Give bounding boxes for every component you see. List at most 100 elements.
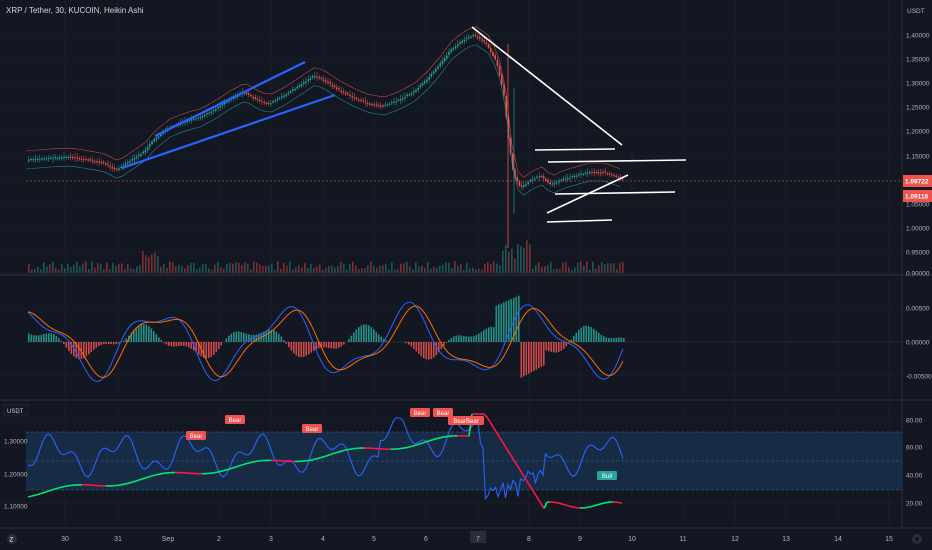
candle-body bbox=[89, 159, 92, 161]
candle-body bbox=[340, 90, 342, 92]
trendline-blue-upper[interactable] bbox=[154, 61, 306, 137]
macd-bar bbox=[333, 342, 335, 349]
macd-bar bbox=[45, 333, 48, 342]
rsi-ma-segment bbox=[141, 477, 146, 480]
rsi-left-tick: 1.30000 bbox=[4, 439, 28, 446]
symbol-title[interactable]: XRP / Tether, 30, KUCOIN, Heikin Ashi bbox=[6, 6, 144, 15]
candle-body bbox=[329, 82, 331, 84]
trendline-blue-lower[interactable] bbox=[121, 93, 336, 170]
candle-body bbox=[267, 103, 270, 105]
candle-body bbox=[355, 98, 358, 100]
volume-bar bbox=[358, 269, 360, 273]
price-tick: 1.05000 bbox=[906, 202, 930, 209]
macd-bar bbox=[108, 342, 110, 345]
timezone-icon[interactable]: Z bbox=[7, 534, 17, 544]
volume-bar bbox=[403, 263, 405, 273]
volume-bar bbox=[319, 264, 321, 273]
macd-bar bbox=[315, 342, 318, 350]
macd-bar bbox=[585, 325, 588, 342]
drawing-white-support[interactable] bbox=[546, 219, 613, 223]
time-label: 9 bbox=[578, 536, 582, 543]
macd-bar bbox=[75, 342, 78, 359]
settings-icon[interactable] bbox=[912, 534, 922, 544]
rsi-ma-segment bbox=[333, 451, 338, 455]
volume-bar bbox=[196, 269, 198, 273]
candle-body bbox=[149, 144, 151, 147]
candle-body bbox=[289, 91, 292, 93]
volume-bar bbox=[298, 265, 300, 273]
macd-bar bbox=[48, 333, 50, 342]
macd-axis[interactable]: 0.00500 0.00000 -0.00500 bbox=[906, 306, 932, 381]
candle-body bbox=[144, 150, 147, 153]
candle-body bbox=[278, 97, 281, 100]
candle-body bbox=[347, 93, 349, 95]
candle-body bbox=[47, 158, 50, 160]
volume-bar bbox=[103, 269, 105, 273]
heikin-ashi-candles[interactable] bbox=[28, 31, 624, 248]
volume-bar bbox=[469, 268, 471, 273]
candle-body bbox=[283, 95, 285, 97]
macd-bar bbox=[103, 342, 105, 345]
macd-bar bbox=[138, 325, 140, 342]
volume-bar bbox=[268, 265, 270, 273]
macd-bar bbox=[468, 336, 470, 342]
candle-body bbox=[56, 158, 59, 160]
drawing-white-resistance[interactable] bbox=[534, 148, 616, 151]
macd-bar bbox=[433, 342, 435, 358]
rsi-ma-segment bbox=[312, 458, 317, 461]
price-tags: 1.09722 1.09118 bbox=[903, 175, 932, 202]
time-axis[interactable]: 30 31 Sep 2 3 4 5 6 7 8 9 10 11 12 13 14 15 bbox=[61, 531, 893, 543]
candle-body bbox=[492, 52, 494, 57]
macd-bar bbox=[343, 342, 345, 345]
volume-bar bbox=[283, 262, 285, 273]
candle-body bbox=[338, 88, 340, 90]
badge-text: Bear bbox=[190, 434, 203, 440]
symbol-header[interactable]: XRP / Tether, 30, KUCOIN, Heikin Ashi bbox=[6, 6, 144, 15]
drawing-white-uptrend[interactable] bbox=[546, 174, 629, 214]
volume-bar bbox=[292, 269, 294, 273]
macd-bar bbox=[140, 324, 143, 342]
macd-bar bbox=[378, 334, 380, 342]
rsi-ma-segment bbox=[213, 471, 218, 474]
candle-body bbox=[542, 176, 545, 179]
price-tick: 1.20000 bbox=[906, 129, 930, 136]
candle-body bbox=[470, 36, 472, 38]
rsi-tick: 80.00 bbox=[906, 418, 923, 425]
volume-bar bbox=[547, 264, 549, 273]
macd-bar bbox=[533, 342, 535, 371]
macd-bar bbox=[480, 331, 483, 342]
candle-body bbox=[386, 104, 389, 106]
macd-bar bbox=[85, 342, 88, 357]
candle-body bbox=[120, 166, 122, 169]
rsi-ma-segment bbox=[150, 474, 155, 477]
macd-bar bbox=[275, 331, 278, 342]
macd-bar bbox=[623, 338, 625, 342]
candle-body bbox=[375, 104, 378, 106]
candle-body bbox=[430, 73, 433, 77]
drawing-white-range-top[interactable] bbox=[547, 159, 687, 163]
candle-body bbox=[131, 159, 133, 161]
candle-body bbox=[476, 36, 479, 39]
rsi-axis[interactable]: 80.00 60.00 40.00 20.00 1.30000 1.20000 1.1000… bbox=[4, 418, 923, 511]
candle-body bbox=[373, 104, 375, 106]
volume-bar bbox=[472, 267, 474, 273]
volume-bar bbox=[559, 269, 561, 273]
bear-badge bbox=[186, 431, 206, 440]
macd-bar bbox=[188, 342, 190, 348]
drawing-white-range-bottom[interactable] bbox=[554, 191, 676, 195]
candle-body bbox=[571, 176, 573, 178]
macd-line bbox=[27, 301, 624, 382]
macd-bar bbox=[373, 329, 375, 342]
rsi-ma-segment bbox=[243, 462, 248, 466]
macd-bar bbox=[255, 334, 258, 342]
macd-bar bbox=[438, 342, 440, 353]
rsi-ma-segment bbox=[339, 449, 344, 453]
rsi-pane-label[interactable]: USDT bbox=[3, 404, 29, 416]
candle-body bbox=[496, 59, 499, 66]
drawing-white-downtrend[interactable] bbox=[471, 26, 623, 146]
volume-bar bbox=[76, 261, 78, 273]
time-label: 3 bbox=[269, 536, 273, 543]
rsi-ma-segment bbox=[318, 456, 323, 459]
candle-body bbox=[245, 92, 248, 95]
